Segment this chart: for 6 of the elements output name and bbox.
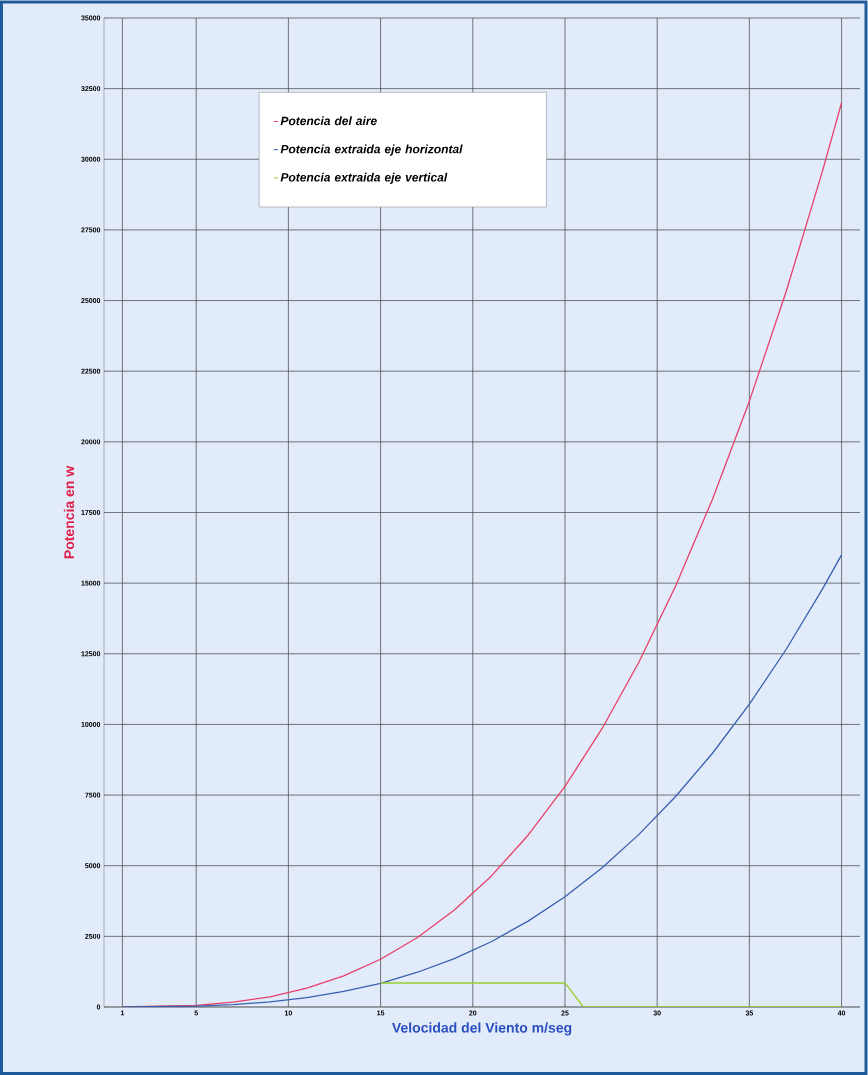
x-axis-title: Velocidad del Viento m/seg [391, 1022, 572, 1036]
legend-label: Potencia extraida eje vertical [280, 172, 448, 184]
y-axis-title: Potencia en w [63, 465, 75, 559]
line-series [121, 554, 843, 1007]
legend-label: Potencia extraida eje horizontal [280, 144, 463, 156]
legend-label: Potencia del aire [280, 116, 377, 126]
